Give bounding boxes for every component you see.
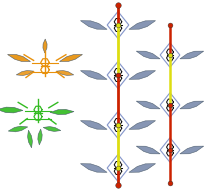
Polygon shape (80, 121, 106, 129)
Polygon shape (59, 54, 82, 61)
Polygon shape (27, 130, 32, 148)
Polygon shape (136, 101, 159, 109)
Polygon shape (56, 70, 73, 76)
Polygon shape (128, 21, 155, 29)
Polygon shape (128, 121, 155, 129)
Polygon shape (50, 109, 74, 115)
Polygon shape (136, 146, 159, 154)
Polygon shape (0, 107, 23, 113)
Polygon shape (179, 146, 203, 154)
Polygon shape (8, 54, 30, 61)
Polygon shape (179, 51, 203, 59)
Polygon shape (8, 126, 28, 132)
Polygon shape (43, 39, 47, 53)
Polygon shape (80, 21, 106, 29)
Polygon shape (38, 129, 42, 145)
Polygon shape (128, 164, 155, 172)
Polygon shape (43, 127, 61, 131)
Polygon shape (80, 71, 106, 79)
Polygon shape (179, 101, 203, 109)
Polygon shape (136, 51, 159, 59)
Polygon shape (128, 71, 155, 79)
Polygon shape (80, 164, 106, 172)
Polygon shape (16, 70, 34, 76)
